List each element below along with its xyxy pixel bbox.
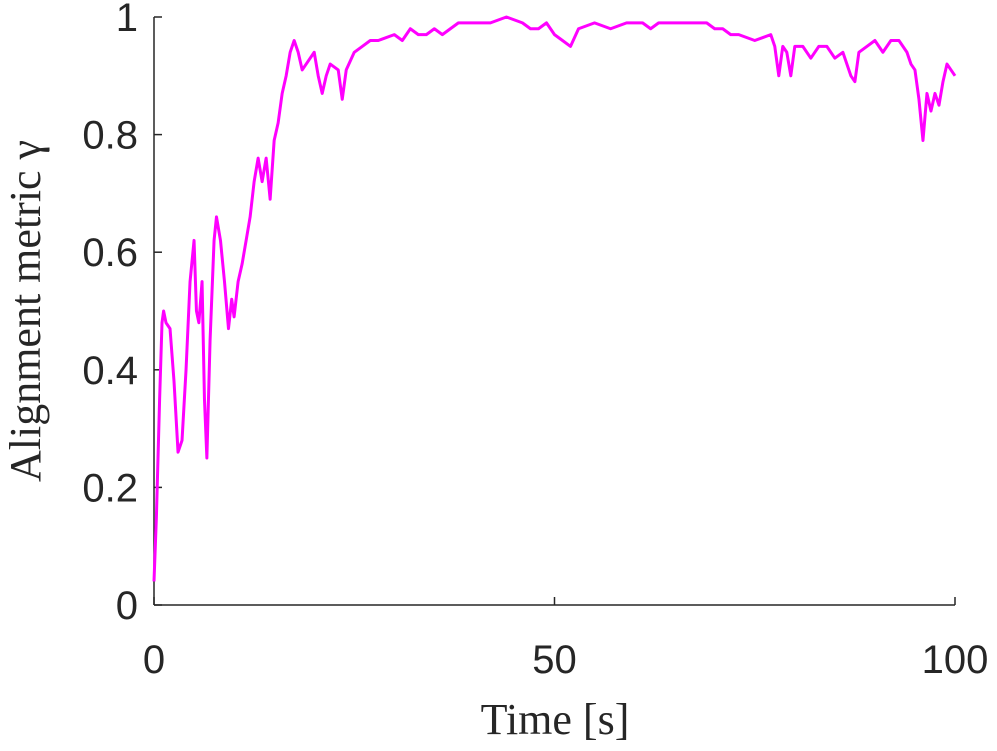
y-tick-label: 0 — [116, 584, 138, 628]
x-axis-label: Time [s] — [481, 695, 630, 744]
x-tick-label: 50 — [532, 638, 577, 682]
y-tick-label: 1 — [116, 0, 138, 40]
y-tick-label: 0.2 — [82, 466, 138, 510]
x-tick-label: 0 — [143, 638, 165, 682]
x-tick-label: 100 — [922, 638, 989, 682]
data-line — [152, 15, 957, 582]
y-tick-label: 0.6 — [82, 231, 138, 275]
y-tick-label: 0.8 — [82, 114, 138, 158]
y-axis-label: Alignment metric γ — [1, 140, 50, 482]
y-tick-label: 0.4 — [82, 349, 138, 393]
